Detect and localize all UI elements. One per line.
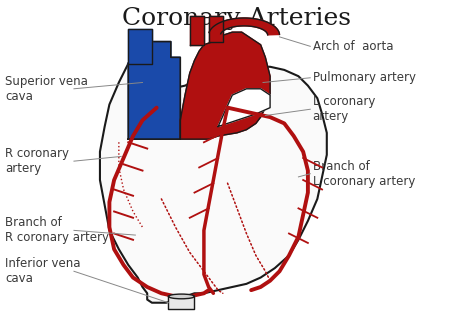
Polygon shape — [190, 16, 204, 45]
Text: Arch of  aorta: Arch of aorta — [313, 40, 393, 53]
Ellipse shape — [168, 294, 194, 299]
Text: L coronary
artery: L coronary artery — [313, 95, 375, 123]
Polygon shape — [209, 16, 223, 42]
Text: Branch of
R coronary artery: Branch of R coronary artery — [5, 216, 109, 244]
Text: Coronary Arteries: Coronary Arteries — [122, 7, 352, 30]
Text: Superior vena
cava: Superior vena cava — [5, 75, 88, 103]
Text: R coronary
artery: R coronary artery — [5, 147, 69, 175]
Text: Inferior vena
cava: Inferior vena cava — [5, 257, 81, 285]
Text: Branch of
L coronary artery: Branch of L coronary artery — [313, 160, 415, 188]
Polygon shape — [100, 64, 327, 303]
Polygon shape — [128, 29, 152, 64]
Polygon shape — [168, 296, 194, 309]
Polygon shape — [209, 18, 280, 35]
Polygon shape — [128, 42, 180, 139]
Polygon shape — [180, 32, 270, 139]
Text: Pulmonary artery: Pulmonary artery — [313, 71, 416, 84]
Polygon shape — [218, 89, 270, 126]
